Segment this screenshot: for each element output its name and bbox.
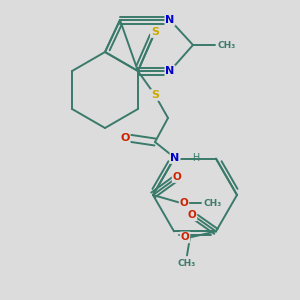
Text: O: O (188, 210, 196, 220)
Text: CH₃: CH₃ (203, 199, 221, 208)
Text: O: O (180, 198, 188, 208)
Text: S: S (151, 27, 159, 37)
Text: CH₃: CH₃ (218, 40, 236, 50)
Text: CH₃: CH₃ (178, 260, 196, 268)
Text: N: N (165, 66, 175, 76)
Text: O: O (181, 232, 189, 242)
Text: S: S (151, 90, 159, 100)
Text: N: N (165, 15, 175, 25)
Text: N: N (170, 153, 180, 163)
Text: O: O (120, 133, 130, 143)
Text: O: O (172, 172, 182, 182)
Text: –H: –H (189, 153, 201, 163)
